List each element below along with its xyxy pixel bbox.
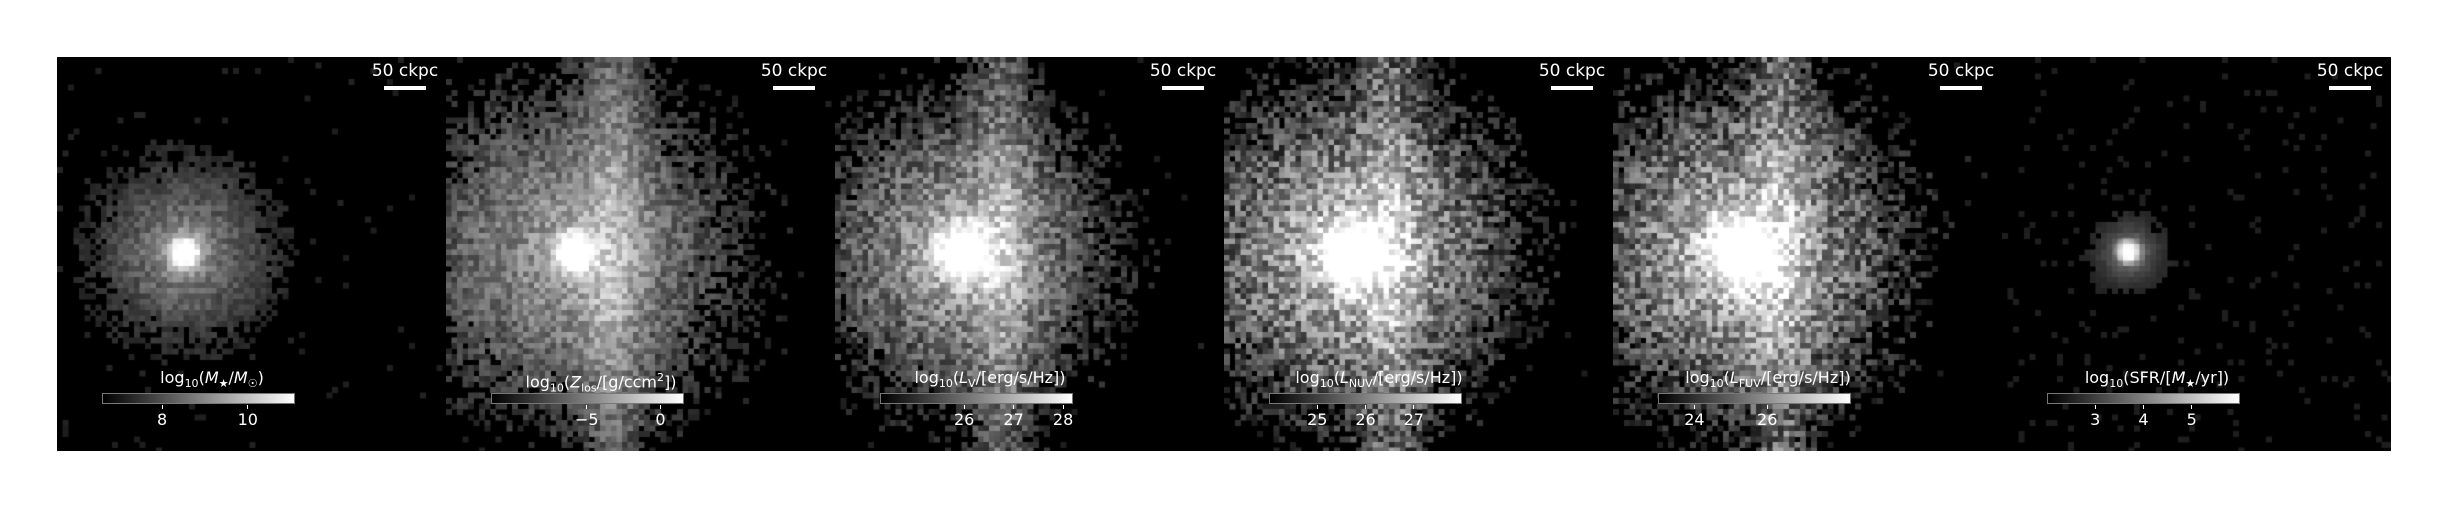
colorbar-tick [1013,405,1015,409]
colorbar-tick [2143,405,2144,409]
metallicity-map [446,57,835,451]
nuv-luminosity-map [1224,57,1613,451]
scalebar-label: 50 ckpc [1927,61,1995,81]
colorbar [491,393,684,404]
colorbar-tick [1766,405,1768,409]
colorbar-tick [2094,405,2096,409]
colorbar-tick-label: 25 [1307,410,1328,429]
stellar-mass-map [57,57,446,451]
scalebar [384,86,426,90]
colorbar-tick-label: 5 [2186,410,2197,429]
colorbar-tick-label: −5 [574,410,599,429]
colorbar [1269,393,1462,404]
scalebar [1162,86,1204,90]
scalebar-label: 50 ckpc [2316,61,2384,81]
colorbar-tick [1413,405,1415,409]
scalebar-label: 50 ckpc [760,61,828,81]
colorbar-tick [2191,405,2193,409]
panel-fuv-luminosity: 50 ckpc log10(LFUV/[erg/s/Hz]) 24 26 [1613,57,2002,451]
panel-stellar-mass: 50 ckpc log10(M★/M☉) 8 10 [57,57,446,451]
colorbar-tick-label: 3 [2090,410,2101,429]
colorbar-tick [161,405,163,409]
colorbar-tick [1062,405,1064,409]
figure: 50 ckpc log10(M★/M☉) 8 10 50 ckpc log10(Z… [57,57,2393,451]
scalebar [1551,86,1593,90]
scalebar-label: 50 ckpc [1538,61,1606,81]
colorbar-tick [586,405,588,409]
colorbar-tick [1693,405,1695,409]
colorbar-tick-label: 26 [953,410,975,429]
colorbar-label: log10(SFR/[M★/yr]) [2084,368,2230,391]
scalebar [773,86,815,90]
colorbar-tick [247,405,249,409]
panel-v-luminosity: 50 ckpc log10(LV/[erg/s/Hz]) 26 27 28 [835,57,1224,451]
colorbar-tick-label: 8 [156,410,168,429]
scalebar-label: 50 ckpc [371,61,439,81]
colorbar-tick-label: 27 [1403,410,1424,429]
colorbar-label: log10(Zlos/[g/ccm2]) [525,371,677,395]
colorbar-tick-label: 24 [1684,410,1705,429]
colorbar [880,393,1073,404]
colorbar [2047,393,2240,404]
colorbar-tick [1365,405,1366,409]
colorbar-tick-label: 26 [1757,410,1778,429]
colorbar [102,393,295,404]
scalebar-label: 50 ckpc [1149,61,1217,81]
colorbar-tick-label: 26 [1355,410,1376,429]
panel-sfr: 50 ckpc log10(SFR/[M★/yr]) 3 4 5 [2002,57,2391,451]
colorbar-tick [1316,405,1318,409]
colorbar-tick-label: 0 [655,410,666,429]
colorbar-tick-label: 4 [2138,410,2149,429]
colorbar-label: log10(LNUV/[erg/s/Hz]) [1295,368,1463,391]
panel-nuv-luminosity: 50 ckpc log10(LNUV/[erg/s/Hz]) 25 26 27 [1224,57,1613,451]
colorbar-label: log10(LV/[erg/s/Hz]) [914,368,1066,391]
scalebar [2329,86,2371,90]
colorbar-label: log10(LFUV/[erg/s/Hz]) [1685,368,1851,391]
scalebar [1940,86,1982,90]
v-luminosity-map [835,57,1224,451]
colorbar-tick [659,405,661,409]
colorbar-tick [963,405,965,409]
colorbar-tick-label: 10 [237,410,258,429]
colorbar-tick-label: 28 [1052,410,1074,429]
sfr-map [2002,57,2391,451]
colorbar-tick-label: 27 [1003,410,1024,429]
colorbar [1658,393,1851,404]
fuv-luminosity-map [1613,57,2002,451]
panel-metallicity: 50 ckpc log10(Zlos/[g/ccm2]) −5 0 [446,57,835,451]
colorbar-label: log10(M★/M☉) [160,368,264,391]
